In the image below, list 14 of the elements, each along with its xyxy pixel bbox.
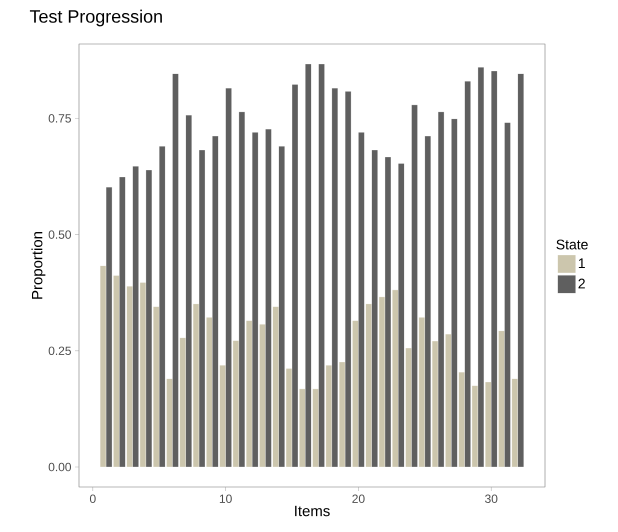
y-tick-label: 0.00 <box>48 462 72 472</box>
x-tick-label: 10 <box>220 494 232 503</box>
legend-label: 1 <box>578 258 585 268</box>
legend-title: State <box>556 240 588 250</box>
y-tick-label: 0.75 <box>48 114 71 123</box>
y-axis-title: Proportion <box>31 232 46 299</box>
y-tick-label: 0.50 <box>48 230 72 239</box>
x-tick-label: 20 <box>352 494 365 503</box>
legend-label: 2 <box>578 278 585 288</box>
chart-title: Test Progression <box>30 10 162 26</box>
x-axis-title: Items <box>295 506 330 516</box>
x-tick-label: 30 <box>485 494 498 503</box>
y-tick-label: 0.25 <box>48 346 71 356</box>
x-tick-label: 0 <box>90 494 96 503</box>
